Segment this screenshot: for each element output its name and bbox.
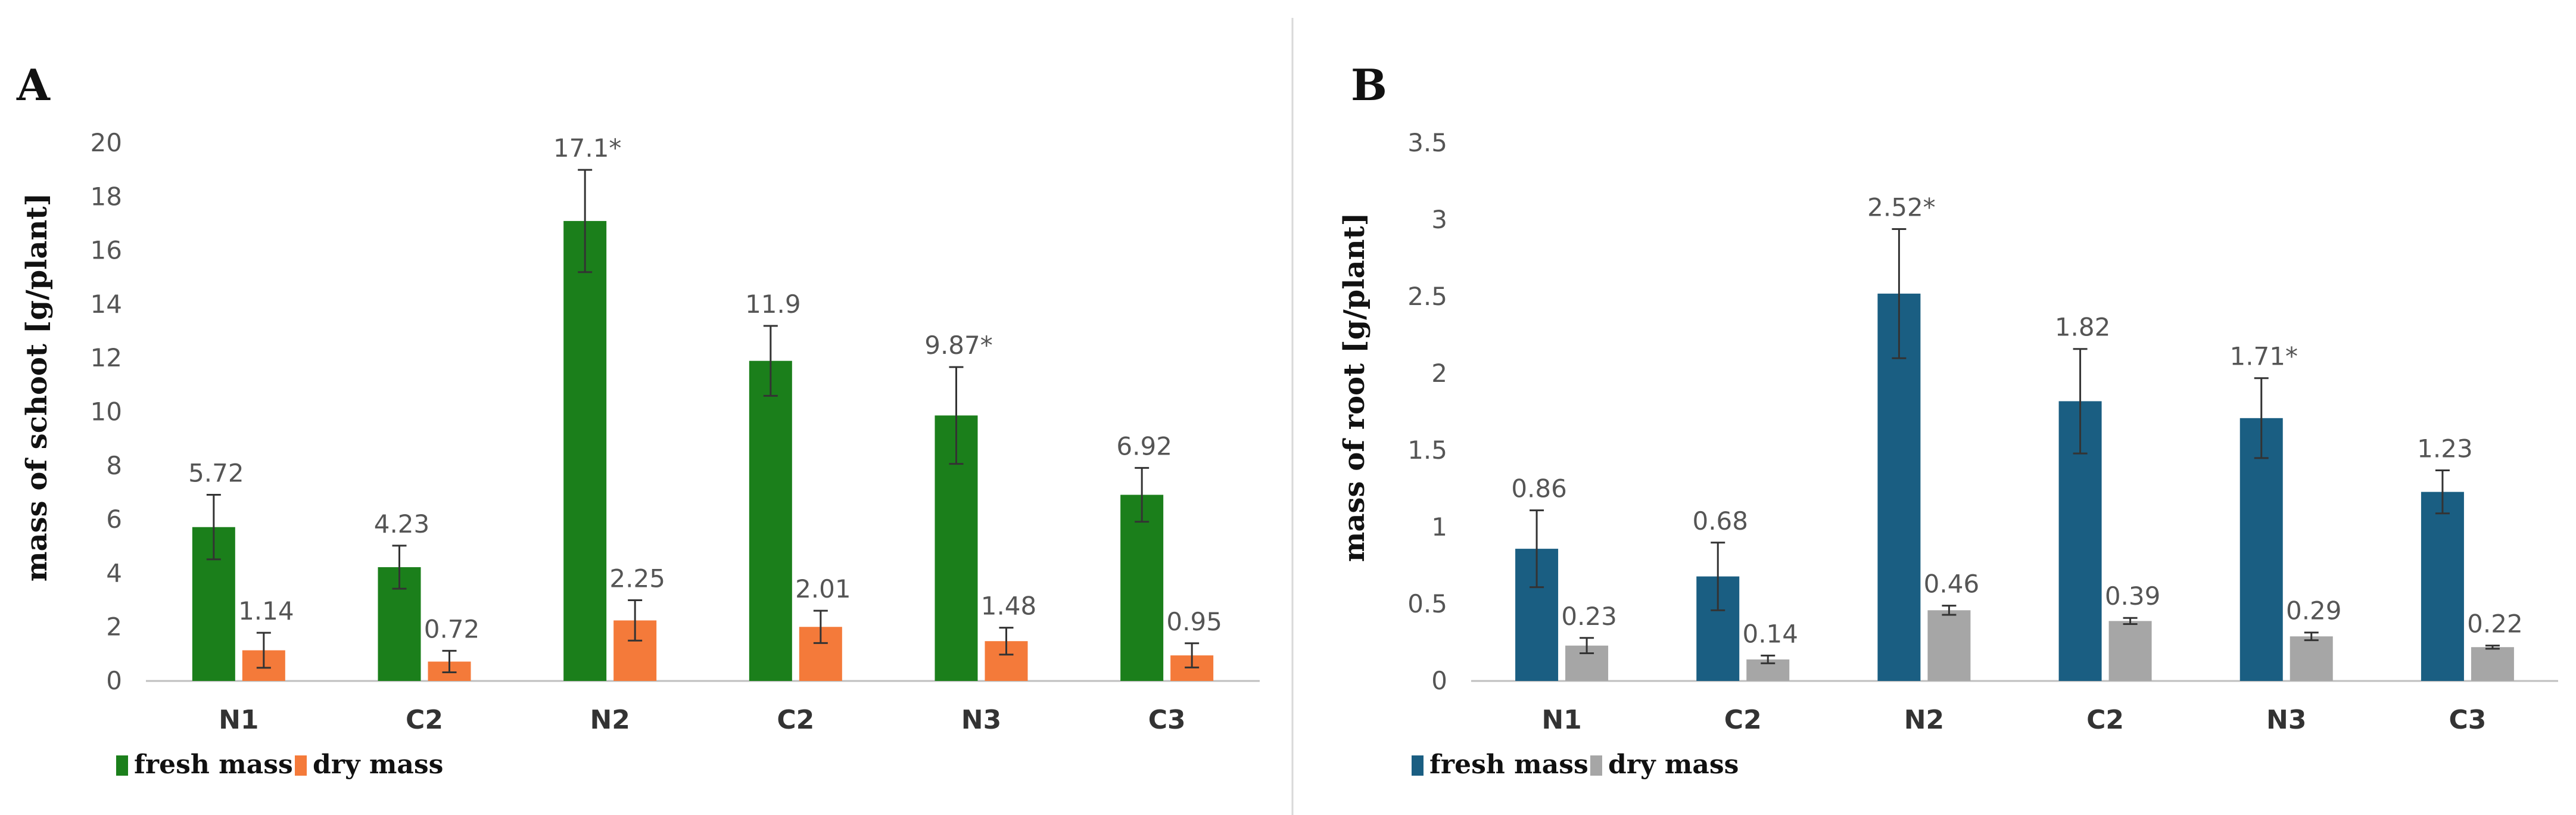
bar-fresh-mass xyxy=(2421,492,2464,681)
data-label: 1.82 xyxy=(2055,313,2111,342)
y-axis-label: mass of root [g/plant] xyxy=(1338,213,1371,562)
bar-dry-mass xyxy=(1927,610,1971,681)
x-tick-label: C3 xyxy=(1148,705,1186,735)
y-tick-label: 2 xyxy=(106,612,122,642)
data-label: 2.01 xyxy=(795,574,851,604)
y-tick-label: 2.5 xyxy=(1407,282,1447,311)
bar-dry-mass xyxy=(2290,636,2333,681)
chart-panel-b: B mass of root [g/plant] 0 0.5 1 1.5 2 2.5 3 3.… xyxy=(1338,60,2558,780)
data-label: 4.23 xyxy=(374,509,430,539)
data-label: 17.1* xyxy=(553,133,622,163)
y-tick-label: 4 xyxy=(106,558,122,587)
panel-label: A xyxy=(16,60,51,110)
data-label: 6.92 xyxy=(1116,431,1172,461)
data-label: 0.72 xyxy=(424,614,480,643)
legend-label: fresh mass xyxy=(134,749,293,780)
data-label: 0.14 xyxy=(1742,619,1798,648)
data-label: 1.23 xyxy=(2417,434,2473,464)
data-label: 11.9 xyxy=(745,290,801,319)
x-tick-label: C2 xyxy=(777,705,814,735)
x-tick-label: N3 xyxy=(2266,705,2306,735)
bar-fresh-mass xyxy=(563,220,607,681)
y-tick-label: 3.5 xyxy=(1407,128,1447,157)
data-label: 0.95 xyxy=(1166,607,1222,636)
data-label: 2.52* xyxy=(1867,192,1936,222)
x-tick-label: C3 xyxy=(2449,705,2486,735)
legend-swatch xyxy=(295,755,307,776)
data-label: 9.87* xyxy=(924,331,993,360)
legend-label: dry mass xyxy=(1608,749,1739,780)
data-label: 2.25 xyxy=(609,564,665,593)
legend-label: fresh mass xyxy=(1429,749,1588,780)
legend-swatch xyxy=(116,755,128,776)
data-label: 1.14 xyxy=(238,596,294,626)
data-label: 0.29 xyxy=(2286,596,2342,626)
data-label: 1.48 xyxy=(981,592,1037,621)
data-label: 0.39 xyxy=(2105,581,2161,611)
y-tick-label: 10 xyxy=(91,397,122,427)
x-tick-label: N3 xyxy=(961,705,1001,735)
x-tick-label: N1 xyxy=(1541,705,1581,735)
legend-swatch xyxy=(1590,755,1602,776)
panel-label: B xyxy=(1351,60,1387,110)
y-tick-label: 16 xyxy=(91,236,122,265)
y-tick-label: 2 xyxy=(1431,359,1447,388)
y-tick-label: 14 xyxy=(91,290,122,319)
y-tick-label: 1 xyxy=(1431,512,1447,542)
x-tick-label: N2 xyxy=(590,705,630,735)
y-tick-label: 3 xyxy=(1431,205,1447,234)
data-label: 5.72 xyxy=(188,459,244,488)
bar-fresh-mass xyxy=(749,360,792,681)
y-tick-label: 8 xyxy=(106,451,122,480)
y-tick-label: 12 xyxy=(91,343,122,372)
x-tick-label: N1 xyxy=(219,705,258,735)
data-label: 0.22 xyxy=(2467,609,2523,639)
x-tick-label: N2 xyxy=(1904,705,1944,735)
data-label: 1.71* xyxy=(2229,342,2298,371)
x-tick-label: C2 xyxy=(406,705,443,735)
data-label: 0.23 xyxy=(1561,602,1617,631)
legend-label: dry mass xyxy=(313,749,443,780)
y-tick-label: 0.5 xyxy=(1407,589,1447,618)
y-tick-label: 0 xyxy=(1431,666,1447,695)
data-label: 0.46 xyxy=(1924,570,1980,599)
y-tick-label: 18 xyxy=(91,182,122,211)
y-tick-label: 6 xyxy=(106,505,122,534)
bar-dry-mass xyxy=(2108,621,2152,681)
y-tick-label: 20 xyxy=(91,128,122,157)
x-tick-label: C2 xyxy=(2086,705,2124,735)
legend-swatch xyxy=(1412,755,1424,776)
data-label: 0.68 xyxy=(1692,506,1748,536)
chart-panel-a: A mass of schoot [g/plant] 0 2 4 6 8 10 12 14 16… xyxy=(16,60,1260,780)
y-tick-label: 1.5 xyxy=(1407,436,1447,465)
y-axis-label: mass of schoot [g/plant] xyxy=(20,193,54,582)
bar-fresh-mass xyxy=(2239,418,2283,681)
bar-dry-mass xyxy=(2471,647,2514,681)
bar-fresh-mass xyxy=(1120,494,1164,681)
y-tick-label: 0 xyxy=(106,666,122,695)
x-tick-label: C2 xyxy=(1724,705,1762,735)
data-label: 0.86 xyxy=(1511,474,1567,503)
